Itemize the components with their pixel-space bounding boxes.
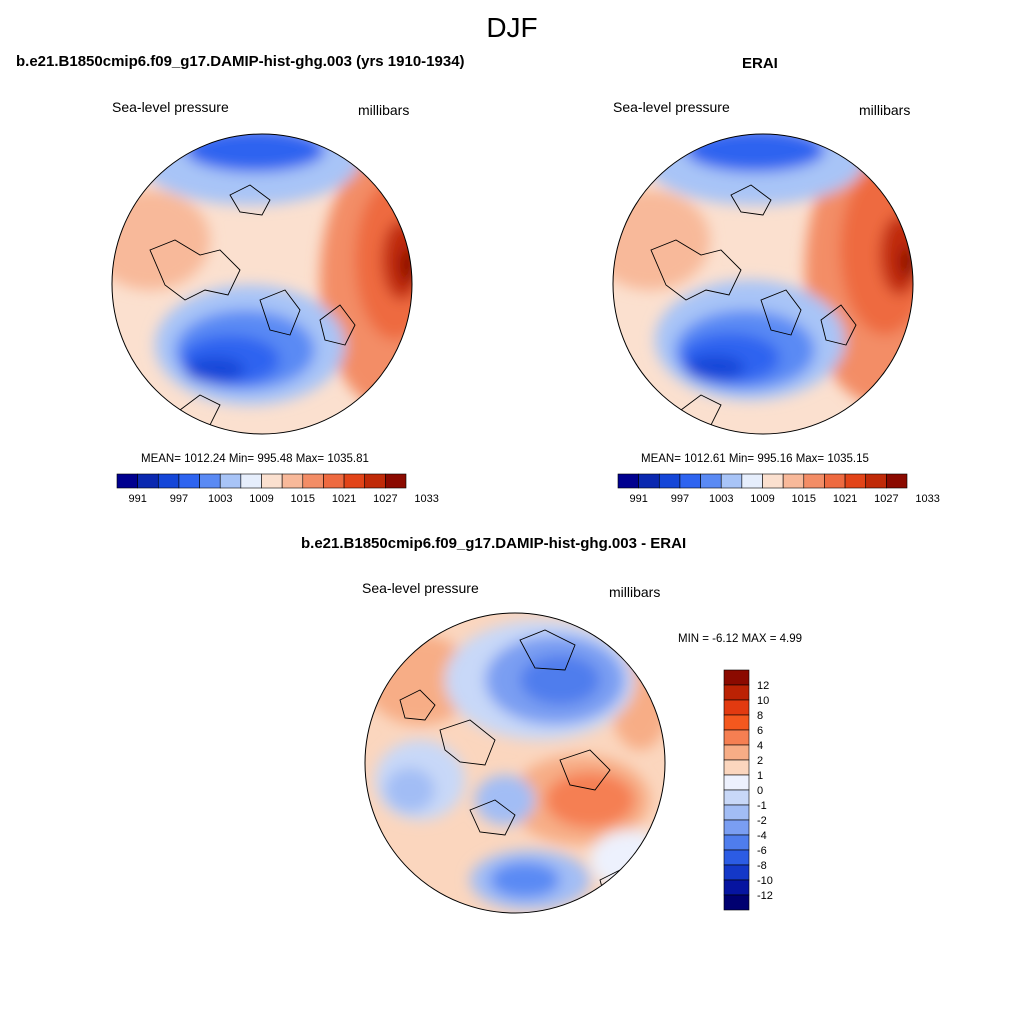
panel-3-colorbar-tick-label: -4 xyxy=(757,830,767,842)
panel-1-colorbar-box xyxy=(137,473,159,489)
panel-3-colorbar-box xyxy=(723,759,750,776)
panel-2-colorbar-box xyxy=(803,473,825,489)
panel-1-colorbar-box xyxy=(364,473,386,489)
panel-1-colorbar-tick-label: 1015 xyxy=(291,493,315,505)
panel-2-map xyxy=(612,133,914,435)
panel-1-colorbar-box xyxy=(261,473,283,489)
panel-3-colorbar-tick-label: 12 xyxy=(757,680,769,692)
panel-1-colorbar-box xyxy=(199,473,221,489)
panel-1-colorbar-box xyxy=(323,473,345,489)
panel-2-colorbar-tick-label: 997 xyxy=(671,493,689,505)
panel-3-variable-label: Sea-level pressure xyxy=(362,580,479,596)
panel-3-stats: MIN = -6.12 MAX = 4.99 xyxy=(678,633,803,645)
panel-2-colorbar-tick-label: 1009 xyxy=(750,493,774,505)
panel-1-colorbar-box xyxy=(302,473,324,489)
panel-2-colorbar-box xyxy=(886,473,908,489)
panel-1-variable-label: Sea-level pressure xyxy=(112,99,229,115)
panel-2-colorbar-box xyxy=(658,473,681,489)
panel-3-colorbar-box xyxy=(723,699,750,716)
panel-2-colorbar-box xyxy=(824,473,846,489)
panel-1-colorbar-tick-label: 1009 xyxy=(249,493,273,505)
panel-3-colorbar-box xyxy=(723,879,750,896)
panel-3-colorbar-tick-label: 8 xyxy=(757,710,763,722)
panel-2-stats: MEAN= 1012.61 Min= 995.16 Max= 1035.15 xyxy=(641,453,869,465)
panel-2-colorbar-tick-label: 1015 xyxy=(792,493,816,505)
panel-3-colorbar-box xyxy=(723,774,750,791)
panel-3-title: b.e21.B1850cmip6.f09_g17.DAMIP-hist-ghg.… xyxy=(301,535,687,552)
panel-2-colorbar-tick-label: 991 xyxy=(629,493,647,505)
panel-2-colorbar-box xyxy=(782,473,805,489)
panel-3-colorbar-tick-label: 1 xyxy=(757,770,763,782)
panel-2-title: ERAI xyxy=(742,55,778,72)
panel-2-units-label: millibars xyxy=(859,102,911,118)
panel-3-colorbar-tick-label: -2 xyxy=(757,815,767,827)
panel-1-colorbar-tick-label: 1003 xyxy=(208,493,232,505)
panel-1-colorbar-tick-label: 991 xyxy=(128,493,146,505)
panel-1-stats: MEAN= 1012.24 Min= 995.48 Max= 1035.81 xyxy=(141,453,369,465)
panel-2-colorbar-box xyxy=(762,473,784,489)
panel-3-colorbar-box xyxy=(723,714,750,731)
panel-2-colorbar-box xyxy=(720,473,743,489)
panel-3-units-label: millibars xyxy=(609,584,661,600)
panel-1-colorbar-box xyxy=(385,473,407,489)
panel-2-colorbar-tick-label: 1027 xyxy=(874,493,898,505)
panel-2-colorbar-box xyxy=(844,473,867,489)
panel-3-colorbar-box xyxy=(723,849,750,866)
panel-1-colorbar-box xyxy=(178,473,200,489)
panel-1-units-label: millibars xyxy=(358,102,410,118)
panel-1-colorbar-tick-label: 1033 xyxy=(414,493,438,505)
panel-3-colorbar-box xyxy=(723,684,750,701)
panel-3-colorbar-box xyxy=(723,804,750,821)
panel-1-title: b.e21.B1850cmip6.f09_g17.DAMIP-hist-ghg.… xyxy=(16,53,465,70)
panel-2-colorbar-tick-label: 1003 xyxy=(709,493,733,505)
panel-3-colorbar-tick-label: 6 xyxy=(757,725,763,737)
panel-2-colorbar-box xyxy=(617,473,639,489)
panel-3-colorbar-box xyxy=(723,744,750,761)
panel-3-colorbar-tick-label: -12 xyxy=(757,890,773,902)
panel-3-map xyxy=(364,612,666,914)
panel-2-colorbar-box xyxy=(700,473,722,489)
panel-3-colorbar-tick-label: -10 xyxy=(757,875,773,887)
panel-3-colorbar-box xyxy=(723,834,750,851)
panel-1-colorbar-tick-label: 1027 xyxy=(373,493,397,505)
panel-1-colorbar-box xyxy=(240,473,262,489)
panel-3-colorbar-tick-label: -6 xyxy=(757,845,767,857)
panel-3-colorbar-tick-label: 10 xyxy=(757,695,769,707)
panel-3-colorbar-box xyxy=(723,864,750,881)
panel-3-colorbar-tick-label: -1 xyxy=(757,800,767,812)
panel-1-colorbar-box xyxy=(343,473,366,489)
panel-1-map xyxy=(111,133,413,435)
panel-2-variable-label: Sea-level pressure xyxy=(613,99,730,115)
panel-3-colorbar-box xyxy=(723,894,750,911)
panel-1-colorbar-box xyxy=(116,473,138,489)
panel-2-colorbar-box xyxy=(638,473,660,489)
panel-3-colorbar-tick-label: 2 xyxy=(757,755,763,767)
panel-3-colorbar-tick-label: 4 xyxy=(757,740,763,752)
panel-2-colorbar-box xyxy=(865,473,887,489)
panel-3-colorbar-box xyxy=(723,669,750,686)
panel-1-colorbar-tick-label: 997 xyxy=(170,493,188,505)
panel-2-colorbar-tick-label: 1021 xyxy=(833,493,857,505)
panel-1-colorbar-tick-label: 1021 xyxy=(332,493,356,505)
panel-3-colorbar-box xyxy=(723,729,750,746)
panel-1-colorbar: 991 997 1003 1009 1015 1021 1027 1033 xyxy=(116,473,439,505)
panel-3-colorbar-tick-label: -8 xyxy=(757,860,767,872)
panel-2-colorbar: 991 997 1003 1009 1015 1021 1027 1033 xyxy=(617,473,940,505)
panel-2-colorbar-tick-label: 1033 xyxy=(915,493,939,505)
panel-1-colorbar-box xyxy=(281,473,304,489)
panel-3-colorbar-tick-label: 0 xyxy=(757,785,763,797)
panel-2-colorbar-box xyxy=(679,473,701,489)
panel-3-colorbar-box xyxy=(723,789,750,806)
page-title: DJF xyxy=(486,12,538,43)
panel-2-colorbar-box xyxy=(741,473,763,489)
panel-1-colorbar-box xyxy=(157,473,180,489)
panel-3-colorbar-box xyxy=(723,819,750,836)
panel-1-colorbar-box xyxy=(219,473,242,489)
